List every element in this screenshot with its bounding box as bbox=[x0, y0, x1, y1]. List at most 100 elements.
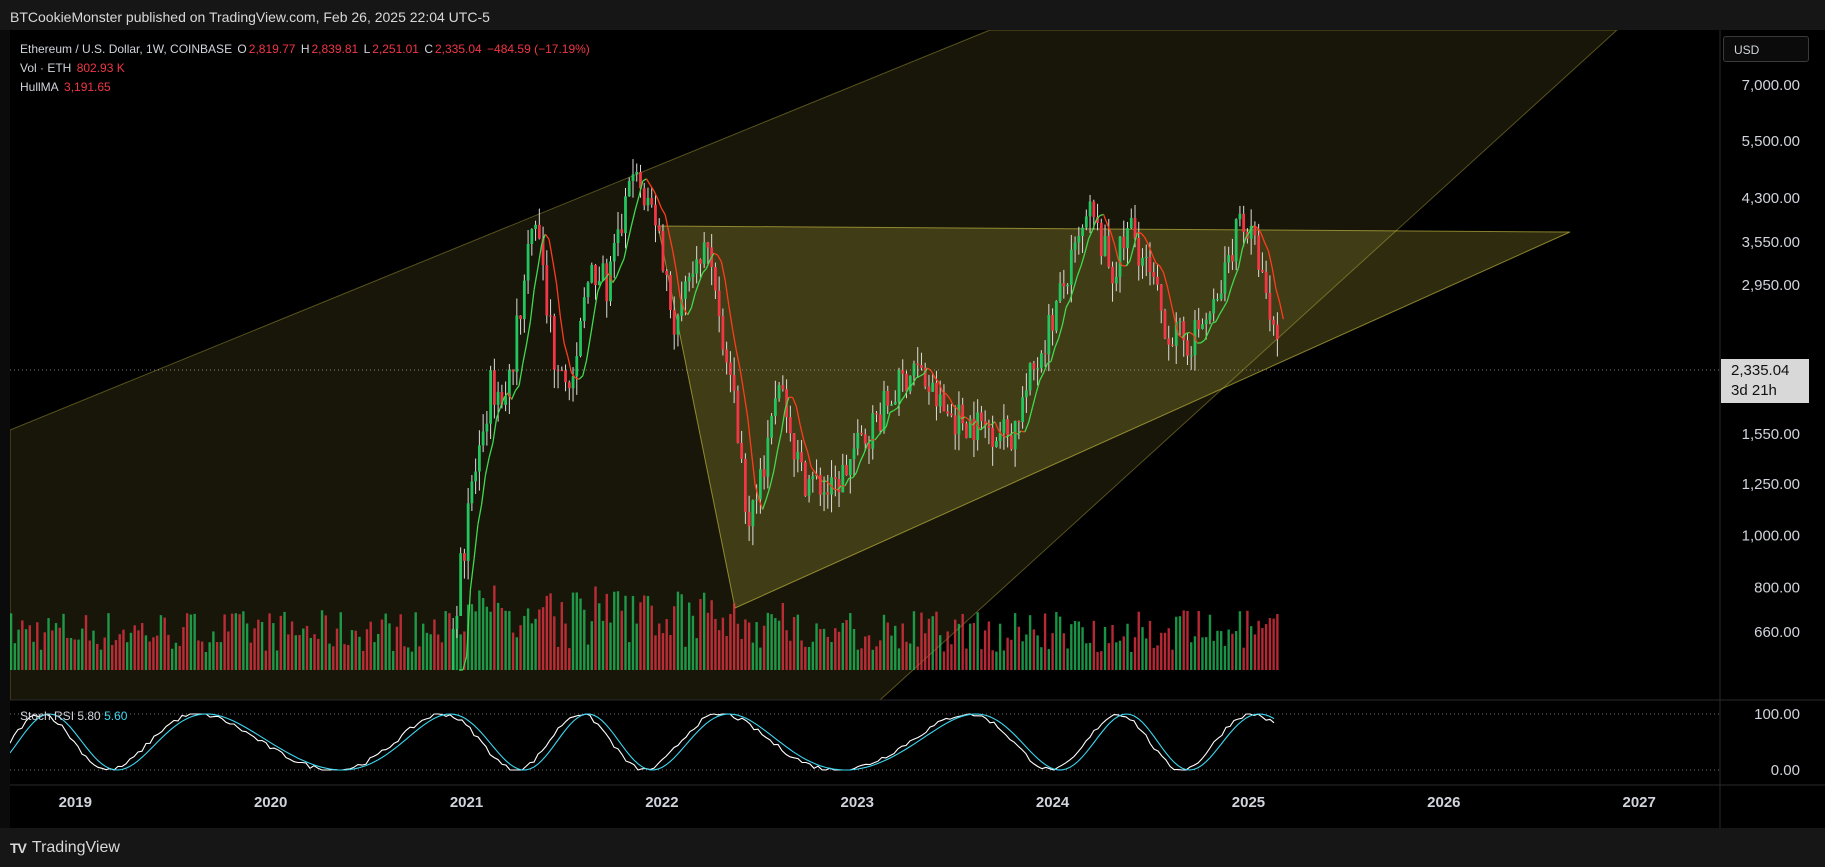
volume-bar bbox=[920, 612, 923, 670]
channel-zone[interactable] bbox=[10, 30, 1618, 701]
candle-body bbox=[492, 370, 496, 405]
chart-svg[interactable]: 7,000.00 5,500.00 4,300.00 3,550.00 2,950.00… bbox=[10, 30, 1825, 828]
hull-ma-segment bbox=[1211, 321, 1217, 324]
candle-body bbox=[1009, 435, 1013, 450]
hull-ma-segment bbox=[776, 432, 782, 451]
volume-bar bbox=[279, 615, 283, 670]
chart-canvas[interactable]: 7,000.00 5,500.00 4,300.00 3,550.00 2,950.00… bbox=[10, 30, 1825, 828]
hull-ma-segment bbox=[769, 470, 775, 487]
hull-ma-segment bbox=[1151, 254, 1157, 264]
candle-body bbox=[871, 413, 875, 449]
volume-bar bbox=[99, 649, 103, 670]
candle-body bbox=[728, 362, 732, 375]
candle-body bbox=[684, 281, 687, 299]
volume-bar bbox=[200, 641, 204, 670]
candle-body bbox=[616, 229, 620, 243]
time-axis[interactable]: 2019 2020 2021 2022 2023 2024 2025 2026 2027 bbox=[59, 794, 1656, 811]
hull-ma-segment bbox=[882, 426, 887, 431]
hull-legend-row[interactable]: HullMA 3,191.65 bbox=[20, 78, 592, 97]
hull-ma-segment bbox=[953, 405, 958, 410]
triangle-zone[interactable] bbox=[657, 225, 1571, 609]
candle-body bbox=[1066, 284, 1069, 287]
volume-bar bbox=[785, 630, 788, 670]
stoch-legend[interactable]: Stoch RSI 5.80 5.60 bbox=[20, 709, 127, 723]
hull-ma-segment bbox=[1170, 302, 1176, 320]
candle-body bbox=[627, 181, 631, 197]
candle-body bbox=[1268, 292, 1272, 320]
hull-ma-segment bbox=[522, 343, 528, 364]
volume-bar bbox=[1272, 618, 1275, 670]
candle-body bbox=[1219, 293, 1223, 300]
volume-bar bbox=[227, 631, 230, 670]
volume-bar bbox=[766, 612, 770, 670]
currency-selector[interactable]: USD bbox=[1723, 36, 1809, 62]
volume-bar bbox=[1126, 623, 1129, 670]
volume-bar bbox=[1261, 628, 1264, 670]
price-axis[interactable]: 7,000.00 5,500.00 4,300.00 3,550.00 2,950.00… bbox=[1742, 77, 1800, 641]
candles bbox=[451, 159, 1279, 670]
volume-bar bbox=[500, 607, 504, 670]
hull-ma-segment bbox=[1043, 363, 1048, 374]
candle-body bbox=[1186, 340, 1189, 356]
hull-ma-segment bbox=[1278, 302, 1285, 320]
volume-legend-row[interactable]: Vol · ETH 802.93 K bbox=[20, 59, 592, 78]
volume-bar bbox=[1062, 633, 1066, 670]
candle-body bbox=[695, 259, 699, 274]
candle-body bbox=[620, 229, 624, 234]
hull-ma-segment bbox=[672, 250, 678, 272]
candle-body bbox=[575, 356, 579, 377]
hull-ma-segment bbox=[1009, 431, 1015, 436]
hull-ma-segment bbox=[1061, 307, 1067, 326]
volume-bar bbox=[155, 635, 159, 670]
symbol-title[interactable]: Ethereum / U.S. Dollar, 1W, COINBASE bbox=[20, 42, 233, 56]
volume-bar bbox=[185, 613, 189, 670]
candle-body bbox=[826, 492, 830, 495]
volume-bar bbox=[905, 641, 908, 670]
volume-bar bbox=[1047, 649, 1051, 670]
volume-bar bbox=[69, 638, 73, 670]
candle-body bbox=[1054, 300, 1058, 331]
candle-body bbox=[747, 512, 751, 527]
candle-body bbox=[1099, 222, 1103, 256]
volume-bar bbox=[362, 650, 365, 670]
tradingview-brand[interactable]: TradingView bbox=[31, 838, 120, 856]
volume-bar bbox=[616, 591, 620, 670]
stoch-axis[interactable]: 100.00 0.00 bbox=[1754, 706, 1800, 779]
candle-body bbox=[519, 315, 522, 320]
candle-body bbox=[803, 462, 807, 496]
volume-bar bbox=[938, 635, 942, 670]
candle-body bbox=[965, 423, 968, 438]
volume-bar bbox=[968, 623, 972, 670]
volume-bar bbox=[1227, 629, 1230, 670]
price-axis-label: 4,300.00 bbox=[1742, 190, 1800, 207]
volume-bar bbox=[88, 640, 91, 670]
tradingview-logo-icon[interactable]: TV bbox=[10, 839, 27, 856]
ohlc-row[interactable]: Ethereum / U.S. Dollar, 1W, COINBASE O 2,… bbox=[20, 40, 592, 59]
volume-bar bbox=[51, 630, 54, 670]
volume-bar bbox=[755, 622, 758, 670]
volume-bar bbox=[96, 643, 99, 670]
hull-ma-segment bbox=[743, 392, 749, 417]
hull-ma-segment bbox=[1264, 242, 1269, 252]
volume-bar bbox=[257, 619, 260, 670]
volume-bar bbox=[1171, 649, 1174, 670]
hull-ma-segment bbox=[803, 440, 809, 452]
volume-bar bbox=[43, 632, 46, 670]
volume-bar bbox=[189, 614, 193, 670]
volume-bar bbox=[875, 646, 878, 670]
candle-body bbox=[1223, 262, 1227, 294]
hull-ma-segment bbox=[735, 350, 741, 370]
hull-ma-segment bbox=[668, 232, 674, 251]
volume-bar bbox=[343, 644, 346, 670]
candle-body bbox=[579, 320, 582, 357]
volume-bar bbox=[672, 606, 676, 670]
volume-bar bbox=[309, 637, 312, 670]
volume-bar bbox=[84, 615, 88, 670]
hull-ma-segment bbox=[705, 259, 711, 269]
volume-bar bbox=[320, 610, 324, 670]
volume-bar bbox=[1193, 636, 1197, 670]
candle-body bbox=[1152, 272, 1156, 277]
volume-bar bbox=[946, 631, 949, 670]
candle-body bbox=[920, 365, 923, 368]
volume-bar bbox=[957, 623, 961, 670]
